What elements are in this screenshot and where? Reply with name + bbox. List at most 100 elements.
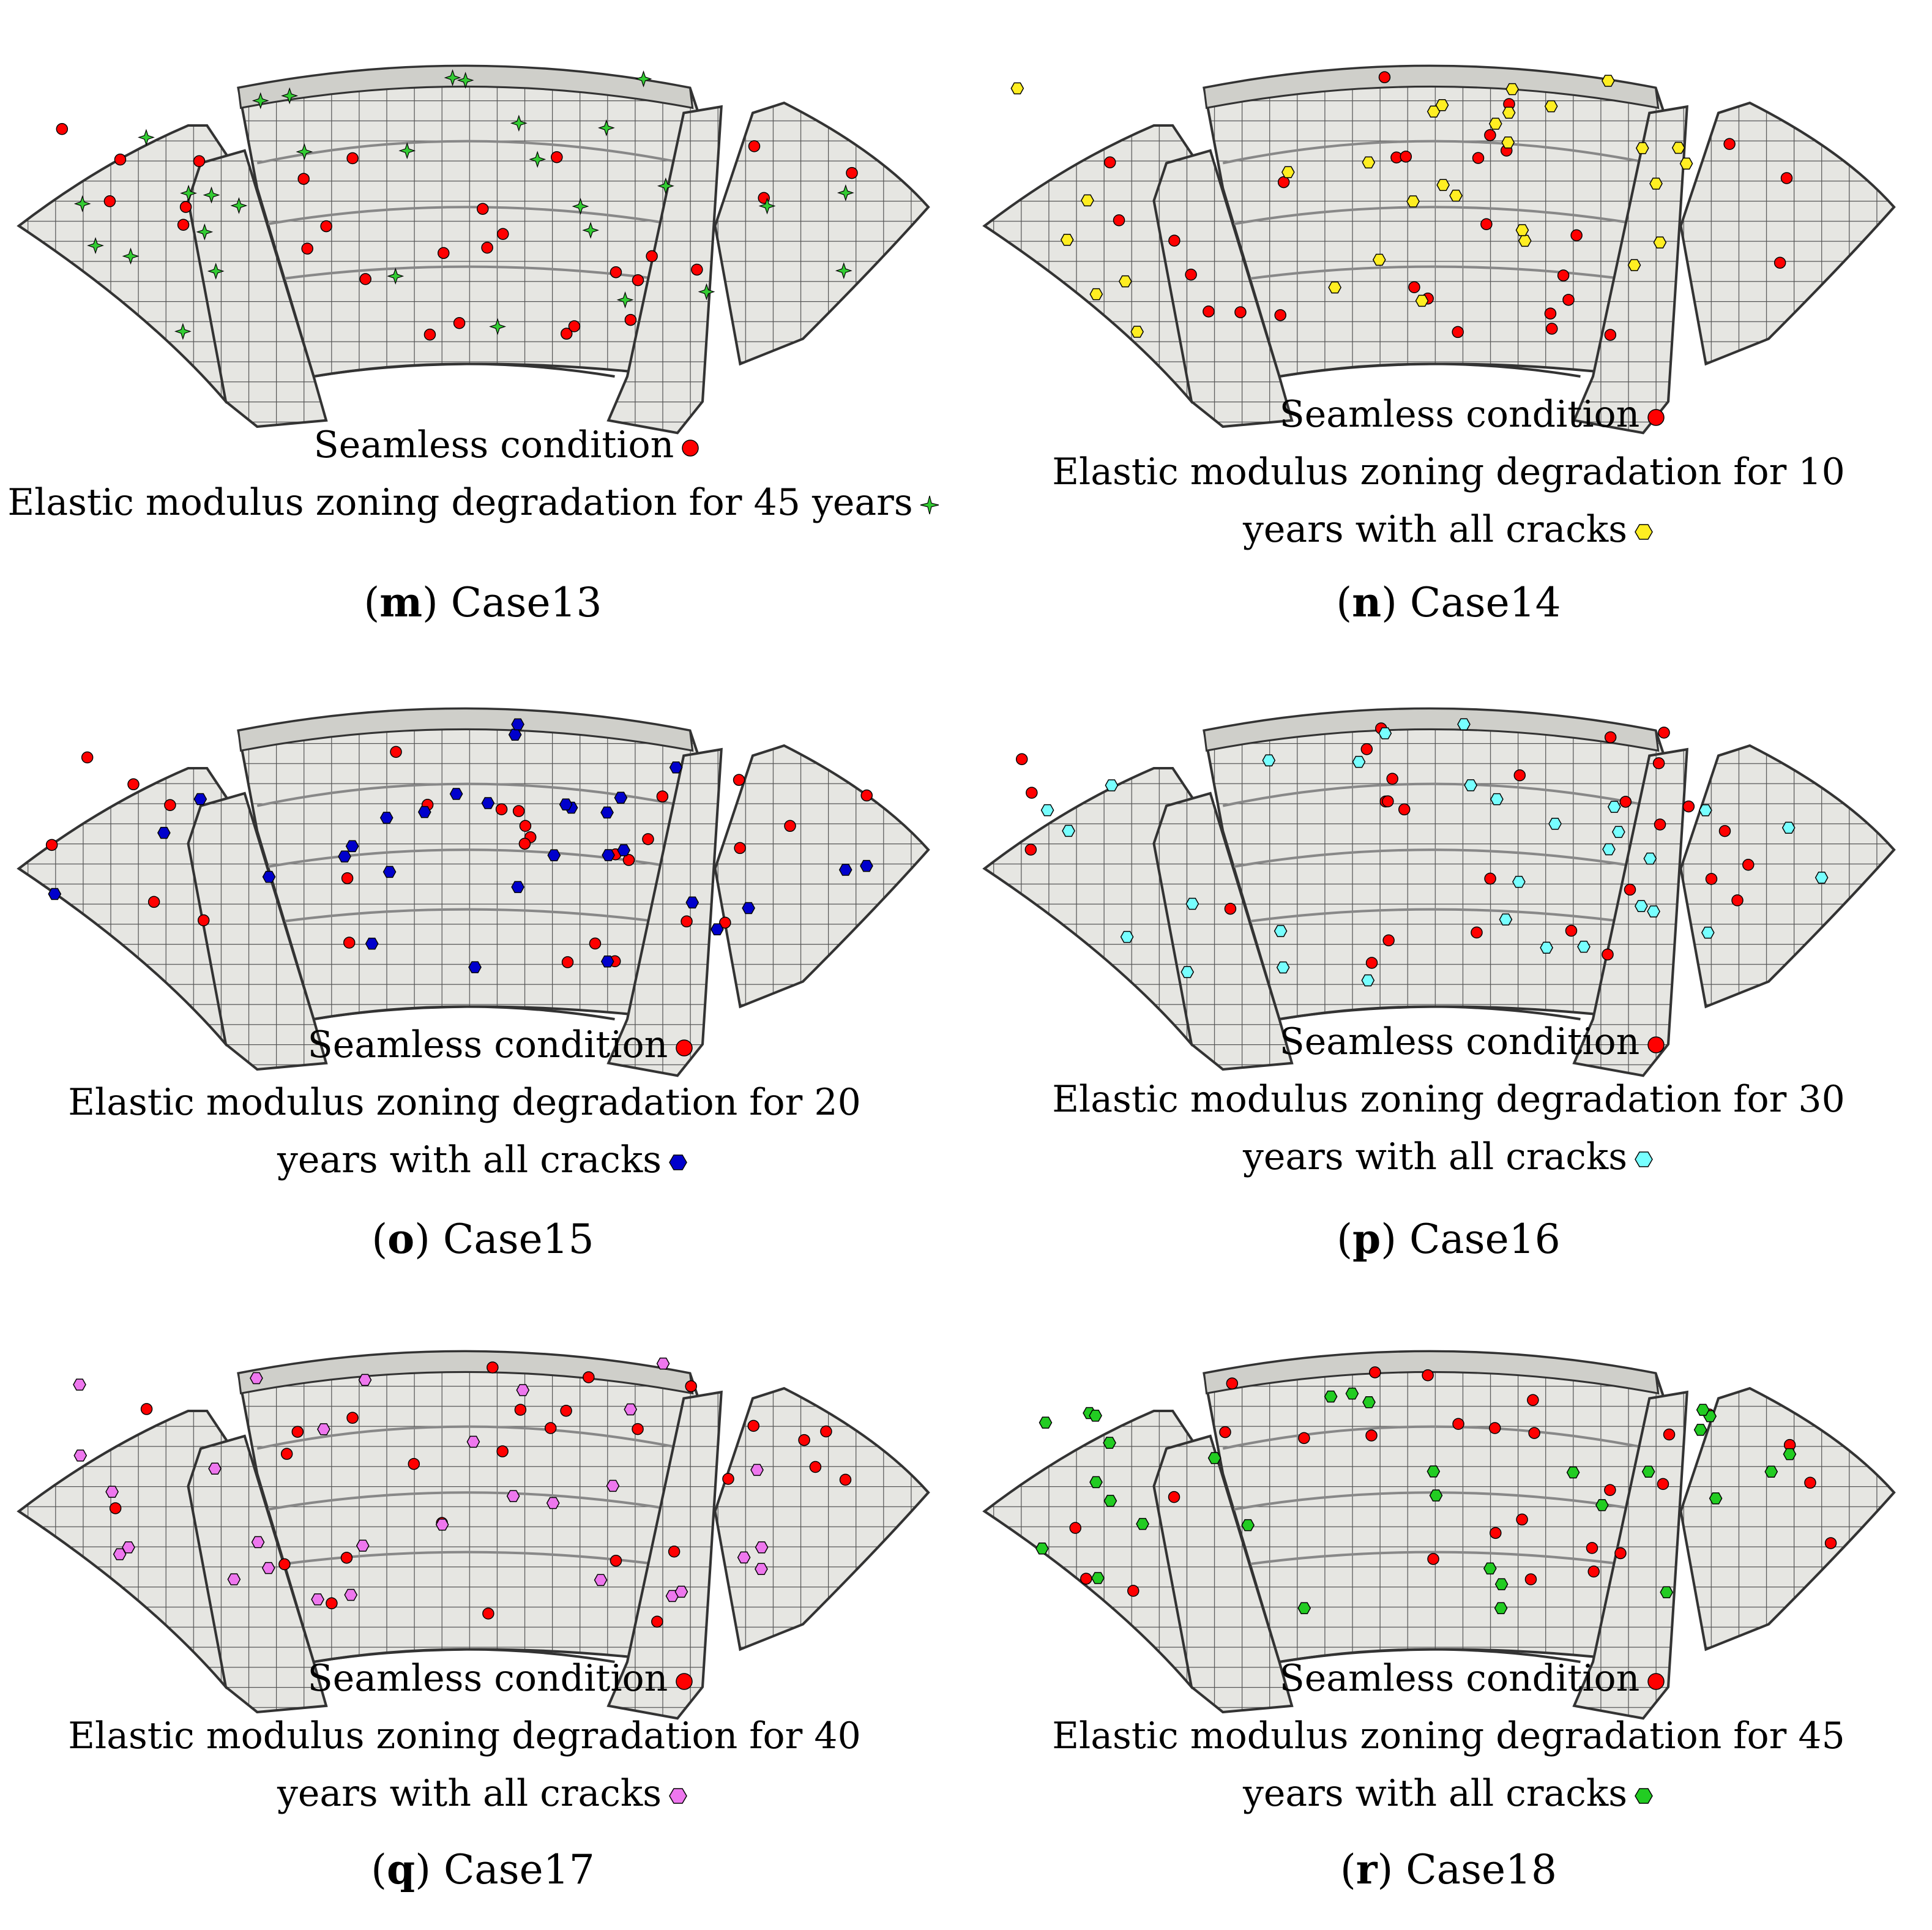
seamless-marker	[1226, 1377, 1239, 1390]
seamless-marker	[1773, 256, 1786, 269]
degradation-marker	[230, 196, 248, 214]
degradation-marker	[1276, 961, 1290, 974]
degradation-marker	[1501, 136, 1515, 149]
seamless-marker	[722, 1473, 734, 1485]
seamless-marker	[1452, 1418, 1464, 1430]
seamless-marker	[1471, 926, 1483, 939]
degradation-marker	[311, 1593, 324, 1606]
seamless-marker	[1780, 172, 1793, 184]
seamless-marker	[651, 1615, 663, 1628]
degradation-marker	[685, 896, 699, 909]
seamless-marker	[1587, 1565, 1600, 1578]
degradation-marker	[193, 793, 207, 806]
degradation-marker	[547, 849, 561, 862]
degradation-marker	[1062, 825, 1075, 837]
seamless-marker	[359, 273, 371, 285]
degradation-marker	[1601, 75, 1615, 87]
seamless-marker	[568, 320, 581, 332]
seamless-marker	[164, 799, 176, 811]
seamless-marker	[340, 1552, 353, 1564]
seamless-marker	[301, 242, 313, 255]
red-circle-icon	[676, 1673, 693, 1691]
seamless-marker	[1682, 800, 1695, 813]
degradation-marker	[1427, 1465, 1441, 1478]
seamless-label: Seamless condition	[1279, 1020, 1640, 1063]
degradation-marker	[1693, 1424, 1707, 1436]
seamless-marker	[1524, 1573, 1537, 1585]
panel-case15: Seamless condition Elastic modulus zonin…	[0, 643, 966, 1285]
hexagon-icon	[1635, 1788, 1653, 1805]
seamless-marker	[1557, 269, 1570, 282]
seamless-marker	[1219, 1426, 1231, 1438]
seamless-marker	[487, 1361, 499, 1374]
seamless-label: Seamless condition	[307, 1657, 668, 1700]
panel-case13: Seamless condition Elastic modulus zonin…	[0, 0, 966, 643]
degradation-marker	[262, 870, 276, 883]
seamless-marker	[1024, 843, 1037, 856]
degradation-marker	[1764, 1465, 1778, 1478]
seamless-marker	[748, 140, 761, 152]
seamless-marker	[1382, 795, 1394, 807]
degradation-marker	[208, 1462, 222, 1475]
marker-layer	[73, 1357, 852, 1628]
legend: Seamless condition Elastic modulus zonin…	[0, 416, 966, 531]
panel-caption: (n) Case14	[1336, 578, 1561, 626]
degradation-marker	[1207, 1452, 1221, 1464]
degradation-marker	[252, 92, 269, 110]
seamless-marker	[1277, 176, 1290, 189]
degradation-marker	[1627, 259, 1641, 271]
seamless-marker	[1490, 1527, 1502, 1539]
degradation-marker	[457, 72, 474, 89]
seamless-marker	[1705, 873, 1718, 885]
degradation-marker	[1429, 1489, 1443, 1502]
panel-letter: p	[1352, 1215, 1381, 1263]
degradation-marker	[1362, 1396, 1376, 1408]
degradation-marker	[296, 143, 313, 160]
panel-letter: r	[1356, 1846, 1378, 1893]
degradation-marker	[559, 798, 573, 811]
seamless-label: Seamless condition	[1279, 1657, 1640, 1700]
degradation-marker	[1345, 1387, 1359, 1400]
degradation-marker	[196, 223, 214, 241]
degradation-marker	[1281, 166, 1295, 179]
seamless-marker	[408, 1457, 420, 1470]
seamless-marker	[127, 778, 140, 791]
dam-mesh-figure	[982, 64, 1896, 435]
seamless-marker	[798, 1434, 810, 1446]
seamless-marker	[453, 317, 466, 329]
seamless-marker	[1472, 152, 1485, 164]
seamless-marker	[1718, 825, 1731, 837]
seamless-marker	[45, 839, 58, 851]
seamless-marker	[1168, 234, 1180, 247]
hexagon-icon	[1635, 1151, 1653, 1168]
degradation-marker	[669, 761, 683, 774]
degradation-marker	[466, 1435, 480, 1448]
seamless-marker	[1185, 268, 1197, 281]
degradation-marker	[449, 788, 463, 800]
case-label: Case18	[1406, 1846, 1557, 1893]
seamless-marker	[423, 328, 436, 341]
degradation-marker	[1091, 1572, 1105, 1584]
degradation-marker	[1515, 224, 1529, 236]
seamless-marker	[1488, 1422, 1501, 1434]
degradation-marker	[1060, 233, 1074, 246]
seamless-marker	[839, 1473, 852, 1486]
degradation-marker	[616, 291, 634, 309]
degradation-marker	[600, 955, 614, 968]
degradation-marker	[1649, 178, 1663, 190]
degradation-marker	[356, 1539, 370, 1552]
degradation-marker	[1671, 141, 1685, 154]
legend: Seamless condition Elastic modulus zonin…	[966, 386, 1931, 558]
four-point-star-icon	[920, 496, 939, 515]
marker-layer	[1035, 1366, 1837, 1615]
degradation-marker	[1136, 1517, 1149, 1530]
degradation-marker	[207, 263, 225, 280]
hexagon-icon	[1635, 524, 1653, 540]
seamless-marker	[1386, 772, 1398, 785]
seamless-marker	[1203, 305, 1215, 318]
degradation-marker	[624, 1403, 638, 1416]
degradation-marker	[174, 323, 192, 340]
degradation-marker	[227, 1573, 241, 1585]
marker-layer	[1015, 718, 1829, 987]
seamless-marker	[1378, 71, 1391, 83]
